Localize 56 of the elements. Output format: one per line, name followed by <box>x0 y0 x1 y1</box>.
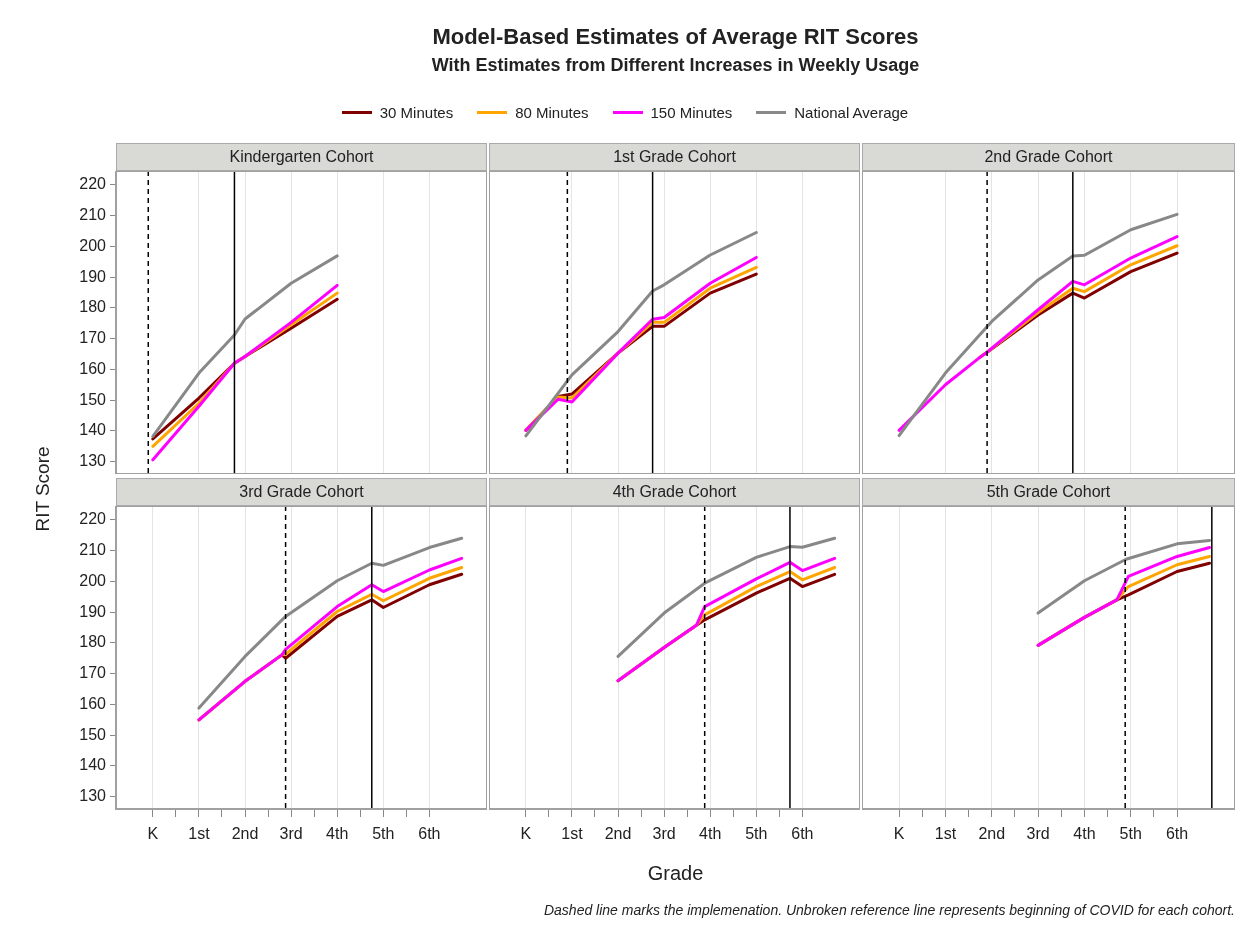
chart-title: 2nd Grade Cohort <box>862 143 1235 171</box>
text: With Estimates from Different Increases in Weekly Usage <box>430 54 921 77</box>
y-tick-label: 210 <box>79 541 107 559</box>
y-tick-label: 190 <box>79 602 107 620</box>
y-tick-label: 160 <box>79 359 107 377</box>
y-tick-label: 170 <box>79 664 107 682</box>
x-tick-label: 2nd <box>978 825 1006 843</box>
y-tick-label: 210 <box>79 206 107 224</box>
text: RIT Score <box>32 445 54 534</box>
y-tick-label: 130 <box>79 452 107 470</box>
x-tick-label: 1st <box>561 825 584 843</box>
chart-title: 4th Grade Cohort <box>489 478 860 506</box>
x-tick-label: K <box>893 825 905 843</box>
y-tick-label: 190 <box>79 267 107 285</box>
chart-title: 1st Grade Cohort <box>489 143 860 171</box>
x-tick-label: 4th <box>699 825 722 843</box>
x-tick-label: 3rd <box>279 825 303 843</box>
y-tick-label: 200 <box>79 236 107 254</box>
x-tick-label: 5th <box>745 825 768 843</box>
y-tick-label: 220 <box>79 510 107 528</box>
legend-label: National Average <box>794 104 909 121</box>
x-tick-label: 3rd <box>1026 825 1050 843</box>
text: Grade <box>646 862 705 885</box>
y-tick-label: 160 <box>79 694 107 712</box>
chart-title: 5th Grade Cohort <box>862 478 1235 506</box>
x-tick-label: 6th <box>1165 825 1189 843</box>
legend-label: 150 Minutes <box>650 104 733 121</box>
chart-title: 3rd Grade Cohort <box>116 478 487 506</box>
y-tick-label: 150 <box>79 725 107 743</box>
text: Model-Based Estimates of Average RIT Scores <box>431 23 920 51</box>
x-tick-label: K <box>147 825 159 843</box>
text: Dashed line marks the implemenation. Unbroken reference line represents beginning of COVID for each cohort. <box>543 902 1235 918</box>
x-tick-label: 4th <box>1073 825 1096 843</box>
legend-label: 80 Minutes <box>515 104 589 121</box>
x-tick-label: 2nd <box>604 825 632 843</box>
y-tick-label: 140 <box>79 756 107 774</box>
x-tick-label: 6th <box>791 825 814 843</box>
x-tick-label: 6th <box>418 825 441 843</box>
x-tick-label: 5th <box>372 825 395 843</box>
y-tick-label: 130 <box>79 787 107 805</box>
y-tick-label: 180 <box>79 633 107 651</box>
y-tick-label: 170 <box>79 329 107 347</box>
y-tick-label: 150 <box>79 390 107 408</box>
legend-label: 30 Minutes <box>379 104 454 121</box>
x-tick-label: 3rd <box>652 825 676 843</box>
x-tick-label: 1st <box>934 825 957 843</box>
y-tick-label: 220 <box>79 175 107 193</box>
y-tick-label: 200 <box>79 571 107 589</box>
chart-title: Kindergarten Cohort <box>116 143 487 171</box>
y-tick-label: 140 <box>79 421 107 439</box>
x-tick-label: K <box>520 825 532 843</box>
y-tick-label: 180 <box>79 298 107 316</box>
x-tick-label: 5th <box>1119 825 1142 843</box>
x-tick-label: 4th <box>326 825 349 843</box>
x-tick-label: 2nd <box>231 825 259 843</box>
x-tick-label: 1st <box>188 825 211 843</box>
